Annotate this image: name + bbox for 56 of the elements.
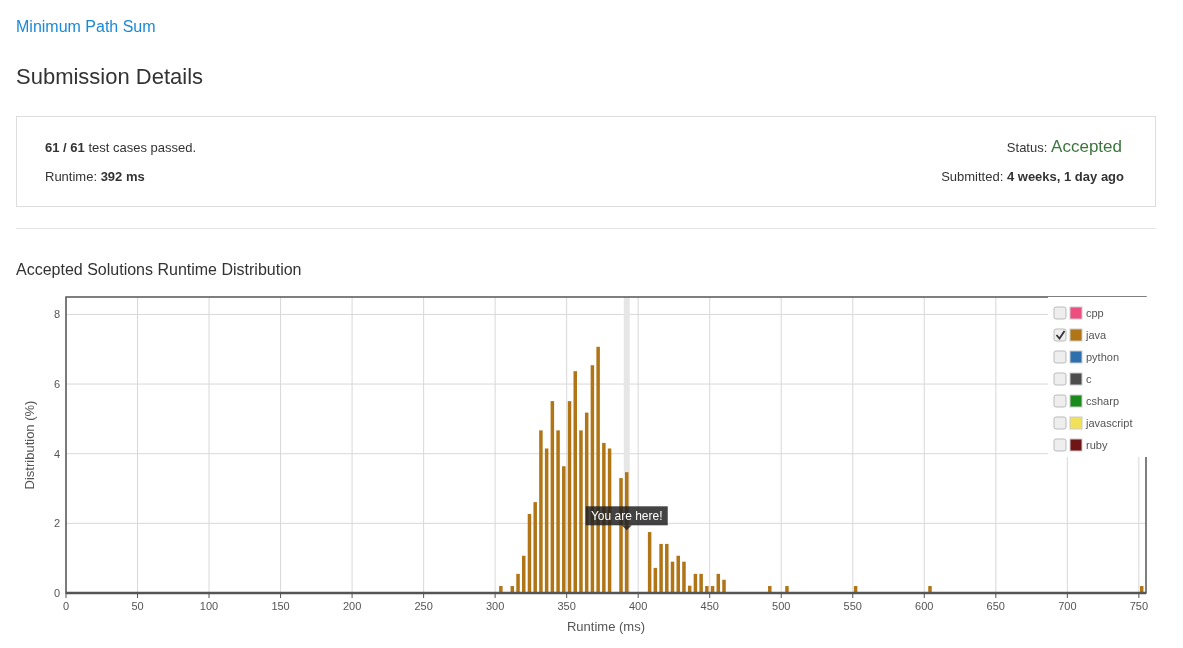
x-tick-label: 150 bbox=[271, 600, 290, 612]
legend-label: python bbox=[1086, 351, 1120, 363]
x-tick-label: 100 bbox=[199, 600, 219, 612]
text: Minimum Path Sum bbox=[16, 18, 156, 35]
x-tick-label: 0 bbox=[62, 600, 70, 612]
y-tick-label: 2 bbox=[53, 517, 60, 530]
legend-label: java bbox=[1085, 329, 1108, 341]
legend-label: csharp bbox=[1086, 395, 1120, 407]
x-tick-label: 200 bbox=[342, 600, 362, 612]
bar bbox=[699, 573, 703, 593]
x-tick-label: 300 bbox=[485, 600, 505, 612]
text: 61 / 61 test cases passed. bbox=[45, 140, 197, 155]
y-tick-label: 4 bbox=[53, 447, 60, 460]
legend-label: cpp bbox=[1086, 307, 1104, 319]
bar bbox=[768, 586, 772, 593]
chart-title: Accepted Solutions Runtime Distribution bbox=[16, 261, 302, 278]
bar bbox=[533, 502, 537, 593]
bar bbox=[556, 430, 560, 593]
x-tick-label: 250 bbox=[414, 600, 433, 612]
bar bbox=[579, 430, 583, 593]
annotation: You are here! bbox=[590, 509, 663, 524]
x-tick-label: 750 bbox=[1129, 600, 1149, 612]
legend-label: c bbox=[1086, 373, 1092, 385]
x-tick-label: 600 bbox=[915, 600, 934, 612]
x-tick-label: 450 bbox=[700, 600, 719, 612]
legend-label: ruby bbox=[1086, 439, 1108, 451]
x-tick-label: 350 bbox=[557, 600, 576, 612]
x-tick-label: 400 bbox=[629, 600, 648, 612]
text: Submitted: 4 weeks, 1 day ago bbox=[941, 169, 1125, 184]
bar bbox=[499, 586, 503, 593]
bar bbox=[705, 586, 709, 593]
text: Runtime: 392 ms bbox=[45, 169, 145, 184]
y-tick-label: 0 bbox=[53, 587, 60, 599]
text: Submission Details bbox=[16, 64, 204, 89]
y-tick-label: 8 bbox=[53, 308, 60, 321]
x-tick-label: 500 bbox=[772, 600, 791, 612]
y-tick-label: 6 bbox=[53, 378, 60, 391]
bar bbox=[539, 430, 543, 593]
bar bbox=[562, 466, 566, 593]
x-tick-label: 50 bbox=[131, 600, 144, 612]
bar bbox=[665, 543, 669, 593]
bar bbox=[676, 555, 680, 593]
x-tick-label: 550 bbox=[843, 600, 862, 612]
x-tick-label: 700 bbox=[1058, 600, 1077, 612]
bar bbox=[516, 573, 520, 593]
bar bbox=[659, 543, 663, 593]
text: Status: Accepted bbox=[1006, 137, 1122, 156]
legend-label: javascript bbox=[1085, 417, 1133, 429]
bar bbox=[928, 586, 932, 593]
x-tick-label: 650 bbox=[986, 600, 1005, 612]
bar bbox=[785, 586, 789, 593]
y-axis-title: Distribution (%) bbox=[22, 400, 37, 490]
bar bbox=[722, 579, 726, 593]
x-axis-title: Runtime (ms) bbox=[566, 619, 646, 634]
bar bbox=[682, 561, 686, 593]
bar bbox=[573, 371, 577, 593]
